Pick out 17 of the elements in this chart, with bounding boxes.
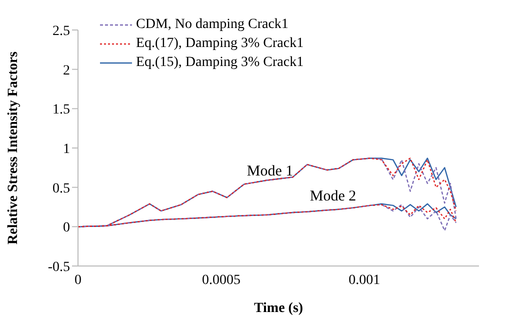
legend-label: CDM, No damping Crack1 [136, 16, 288, 32]
y-tick-label: 2 [63, 63, 70, 78]
legend-label: Eq.(17), Damping 3% Crack1 [136, 36, 304, 52]
y-tick-label: 2.5 [52, 24, 70, 39]
y-tick-label: 0 [63, 220, 70, 236]
annotation: Mode 1 [246, 164, 294, 180]
x-axis-title: Time (s) [254, 301, 304, 316]
x-tick-label: 0.0005 [202, 272, 240, 288]
x-tick-label: 0.001 [348, 272, 380, 288]
x-tick-label: 0 [74, 272, 82, 288]
legend-label: Eq.(15), Damping 3% Crack1 [136, 54, 304, 70]
y-tick-label: -0.5 [48, 260, 70, 275]
y-tick-label: 1 [63, 142, 70, 157]
y-axis-title: Relative Stress Intensity Factors [6, 50, 21, 244]
y-tick-label: 1.5 [52, 102, 70, 118]
y-tick-label: 0.5 [52, 181, 70, 196]
annotation: Mode 2 [310, 188, 356, 206]
